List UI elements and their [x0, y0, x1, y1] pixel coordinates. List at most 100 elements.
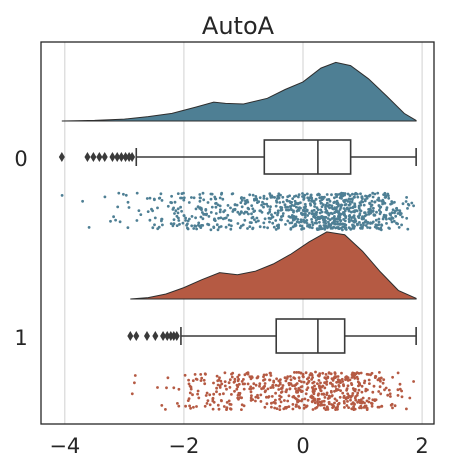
jitter-point: [396, 394, 400, 397]
jitter-point: [343, 200, 346, 204]
jitter-point: [240, 403, 244, 407]
jitter-point: [133, 374, 137, 377]
jitter-point: [352, 407, 356, 410]
jitter-point: [139, 213, 143, 217]
jitter-point: [338, 223, 342, 226]
jitter-point: [391, 208, 395, 212]
jitter-point: [267, 395, 270, 399]
jitter-point: [384, 386, 388, 390]
jitter-point: [370, 404, 374, 408]
jitter-point: [365, 213, 368, 217]
jitter-point: [224, 225, 228, 229]
jitter-point: [305, 192, 309, 196]
jitter-point: [302, 196, 306, 200]
jitter-point: [246, 227, 249, 230]
jitter-point: [358, 209, 362, 212]
jitter-point: [336, 220, 339, 224]
jitter-point: [248, 375, 252, 378]
jitter-point: [182, 214, 186, 218]
jitter-point: [210, 205, 214, 209]
jitter-point: [258, 225, 262, 229]
jitter-point: [335, 387, 338, 391]
jitter-point: [378, 212, 382, 216]
jitter-point: [334, 217, 338, 221]
jitter-point: [209, 228, 213, 232]
jitter-point: [314, 219, 318, 222]
jitter-point: [348, 214, 352, 217]
jitter-point: [300, 224, 304, 228]
jitter-point: [313, 384, 316, 388]
jitter-point: [324, 205, 327, 209]
jitter-point: [291, 197, 295, 201]
jitter-point: [266, 226, 269, 230]
jitter-point: [356, 222, 359, 226]
outlier-point: [122, 152, 129, 162]
jitter-point: [229, 219, 233, 223]
jitter-point: [323, 403, 326, 407]
jitter-point: [160, 404, 164, 407]
x-tick-label: 0: [296, 434, 309, 458]
jitter-point: [232, 380, 236, 384]
jitter-point: [335, 399, 339, 402]
jitter-point: [373, 398, 377, 402]
jitter-point: [338, 395, 342, 399]
jitter-point: [293, 199, 297, 203]
jitter-point: [312, 214, 316, 218]
jitter-point: [334, 193, 338, 196]
jitter-point: [323, 381, 326, 385]
jitter-point: [300, 390, 303, 393]
jitter-point: [219, 208, 222, 212]
jitter-point: [177, 404, 181, 408]
jitter-point: [246, 382, 250, 386]
jitter-point: [358, 406, 361, 410]
jitter-point: [275, 199, 278, 203]
jitter-point: [307, 379, 311, 383]
jitter-point: [405, 216, 409, 220]
x-tick-label: 2: [415, 434, 428, 458]
jitter-point: [317, 397, 321, 401]
jitter-point: [283, 376, 287, 380]
jitter-point: [316, 382, 319, 385]
jitter-point: [208, 403, 212, 407]
jitter-point: [358, 221, 361, 224]
jitter-point: [291, 217, 295, 220]
jitter-point: [188, 217, 191, 221]
jitter-point: [194, 207, 198, 211]
jitter-point: [347, 406, 350, 409]
jitter-point: [192, 405, 195, 409]
jitter-point: [375, 223, 379, 227]
jitter-point: [169, 222, 173, 226]
jitter-point: [225, 406, 229, 410]
jitter-point: [188, 391, 192, 395]
jitter-point: [87, 226, 91, 229]
jitter-point: [258, 382, 262, 386]
jitter-point: [297, 394, 300, 398]
jitter-point: [339, 389, 342, 392]
x-tick-label: −2: [168, 434, 199, 458]
jitter-point: [298, 206, 301, 210]
jitter-point: [352, 373, 356, 376]
jitter-point: [321, 196, 325, 199]
jitter-point: [226, 204, 230, 207]
jitter-point: [326, 406, 329, 410]
jitter-point: [253, 198, 256, 202]
jitter-point: [284, 379, 288, 383]
jitter-point: [220, 191, 224, 195]
jitter-point: [204, 394, 208, 397]
jitter-point: [274, 391, 277, 395]
jitter-point: [357, 204, 361, 208]
jitter-point: [191, 393, 194, 397]
jitter-point: [373, 192, 377, 196]
jitter-point: [286, 375, 290, 378]
jitter-point: [278, 408, 282, 411]
jitter-point: [390, 202, 394, 205]
jitter-point: [124, 193, 128, 197]
jitter-point: [285, 405, 289, 409]
jitter-point: [215, 374, 219, 378]
jitter-point: [324, 215, 328, 219]
jitter-point: [248, 225, 252, 229]
jitter-point: [198, 193, 202, 196]
jitter-point: [379, 379, 382, 383]
jitter-point: [172, 218, 176, 222]
jitter-point: [228, 386, 232, 389]
